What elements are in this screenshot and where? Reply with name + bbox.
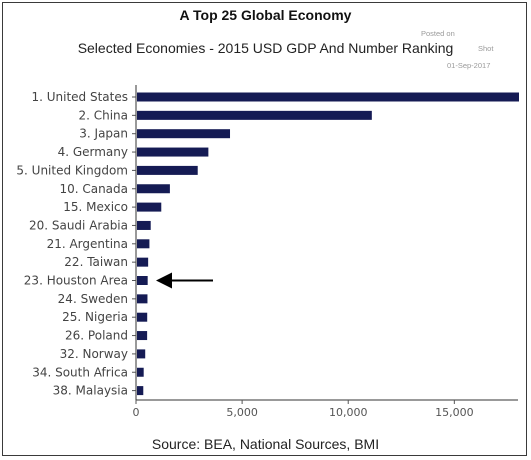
category-label-houston-area: 23. Houston Area — [24, 274, 128, 288]
category-label-japan: 3. Japan — [79, 127, 128, 141]
bar-united-kingdom — [137, 165, 198, 175]
bar-japan — [137, 129, 231, 139]
chart-frame — [2, 2, 527, 456]
x-axis: 0 5,000 10,000 15,000 — [132, 85, 518, 419]
category-label-canada: 10. Canada — [59, 182, 128, 196]
category-label-china: 2. China — [78, 108, 128, 122]
annotation-arrow-icon — [156, 272, 213, 289]
category-label-mexico: 15. Mexico — [63, 200, 128, 214]
category-label-saudi-arabia: 20. Saudi Arabia — [29, 218, 128, 232]
category-labels: 1. United States 2. China 3. Japan 4. Germa… — [16, 90, 128, 398]
category-label-south-africa: 34. South Africa — [32, 365, 128, 379]
chart-title: A Top 25 Global Economy — [179, 7, 352, 23]
category-label-nigeria: 25. Nigeria — [62, 310, 128, 324]
category-label-argentina: 21. Argentina — [47, 237, 128, 251]
category-label-united-kingdom: 5. United Kingdom — [16, 163, 128, 177]
bar-canada — [137, 184, 170, 194]
bar-mexico — [137, 202, 162, 212]
category-label-norway: 32. Norway — [60, 347, 128, 361]
x-tick-label: 10,000 — [329, 406, 368, 419]
watermark-posted-on: Posted on — [421, 29, 455, 38]
category-label-taiwan: 22. Taiwan — [64, 255, 128, 269]
bar-taiwan — [137, 257, 149, 267]
bar-argentina — [137, 239, 150, 249]
bar-nigeria — [137, 312, 148, 322]
bar-houston-area — [137, 276, 148, 285]
annotation-layer — [156, 272, 213, 289]
x-tick-label: 5,000 — [226, 406, 258, 419]
chart-source: Source: BEA, National Sources, BMI — [151, 436, 380, 452]
bar-malaysia — [137, 386, 144, 396]
bar-sweden — [137, 294, 148, 304]
category-label-sweden: 24. Sweden — [58, 292, 128, 306]
bar-series — [137, 92, 519, 396]
x-tick-label: 15,000 — [435, 406, 474, 419]
watermark-date: 01-Sep-2017 — [447, 61, 491, 70]
bar-germany — [137, 147, 209, 157]
category-label-poland: 26. Poland — [65, 329, 128, 343]
bar-norway — [137, 349, 146, 359]
watermark-shot: Shot — [478, 44, 494, 53]
bar-poland — [137, 331, 148, 341]
category-label-united-states: 1. United States — [31, 90, 128, 104]
x-tick-label: 0 — [133, 406, 140, 419]
category-label-germany: 4. Germany — [58, 145, 128, 159]
bar-united-states — [137, 92, 519, 102]
bar-south-africa — [137, 367, 144, 377]
bar-saudi-arabia — [137, 220, 151, 230]
bar-china — [137, 110, 372, 120]
chart-subtitle: Selected Economies - 2015 USD GDP And Nu… — [77, 40, 454, 56]
category-label-malaysia: 38. Malaysia — [53, 384, 128, 398]
